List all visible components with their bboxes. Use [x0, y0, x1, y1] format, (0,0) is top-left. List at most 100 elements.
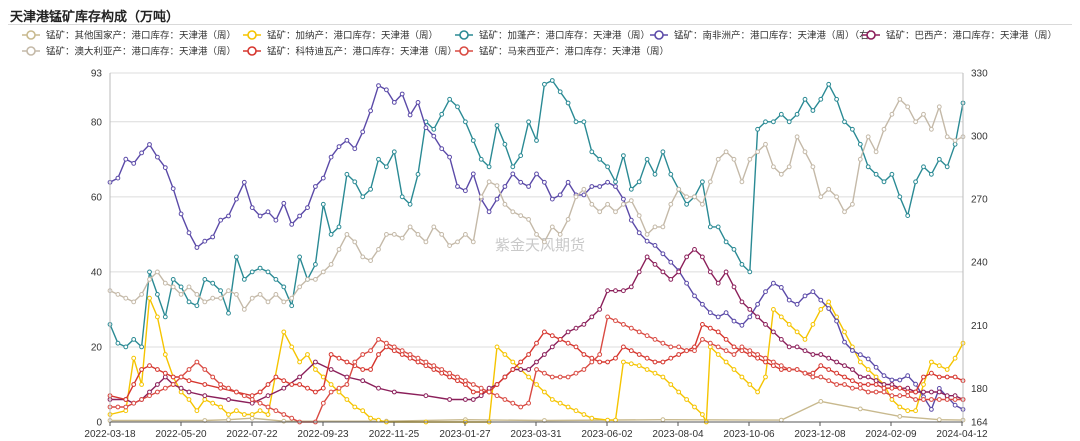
data-point: [668, 171, 674, 177]
data-point: [621, 288, 626, 294]
data-point: [731, 247, 737, 252]
data-point: [565, 179, 571, 185]
data-point: [936, 374, 942, 380]
data-point: [328, 389, 334, 395]
data-point: [755, 149, 760, 155]
data-point: [257, 400, 263, 406]
data-point: [186, 397, 192, 402]
data-point: [178, 385, 184, 391]
data-point: [289, 295, 295, 301]
data-point: [778, 314, 784, 320]
data-point: [936, 156, 942, 162]
data-point: [573, 370, 579, 376]
data-point: [581, 192, 587, 198]
data-point: [178, 211, 184, 217]
data-point: [352, 404, 358, 410]
data-point: [692, 194, 697, 200]
data-point: [929, 171, 934, 177]
data-point: [944, 393, 950, 399]
data-point: [352, 239, 358, 245]
legend-item: 锰矿：其他国家产：港口库存：天津港（周）: [22, 30, 236, 42]
data-point: [565, 100, 571, 106]
data-point: [597, 209, 603, 215]
legend-marker: [866, 30, 876, 40]
data-point: [929, 126, 934, 132]
data-point: [170, 277, 176, 282]
data-point: [628, 186, 634, 192]
series-4: [107, 247, 966, 406]
data-point: [936, 397, 942, 402]
data-point: [707, 325, 713, 331]
data-point: [557, 89, 563, 95]
data-point: [210, 295, 216, 301]
data-point: [952, 374, 958, 380]
data-point: [470, 382, 476, 387]
data-point: [549, 78, 555, 83]
data-point: [439, 367, 445, 372]
data-point: [676, 352, 682, 357]
data-point: [360, 378, 366, 384]
data-point: [313, 184, 318, 189]
data-point: [778, 337, 784, 342]
data-point: [660, 149, 666, 155]
watermark: 紫金天风期货: [495, 236, 585, 254]
data-point: [676, 344, 682, 350]
data-point: [723, 269, 729, 275]
data-point: [778, 363, 784, 369]
data-point: [573, 194, 579, 200]
data-point: [257, 389, 263, 395]
data-point: [376, 247, 381, 252]
x-tick-label: 2022-07-22: [226, 429, 278, 440]
data-point: [565, 329, 571, 335]
data-point: [281, 284, 287, 290]
data-point: [707, 269, 713, 275]
data-point: [360, 194, 366, 200]
data-point: [455, 239, 460, 245]
data-point: [534, 232, 539, 237]
data-point: [952, 355, 958, 361]
data-point: [202, 238, 208, 244]
data-point: [518, 367, 524, 372]
data-point: [644, 355, 650, 361]
data-point: [147, 277, 152, 282]
data-point: [684, 397, 689, 402]
data-point: [376, 417, 381, 423]
data-point: [818, 194, 824, 200]
data-point: [794, 344, 800, 350]
data-point: [668, 344, 674, 350]
data-point: [589, 184, 595, 189]
data-point: [929, 370, 934, 376]
chart-legend: 锰矿：其他国家产：港口库存：天津港（周） 锰矿：加纳产：港口库存：天津港（周） 锰矿…: [22, 30, 1057, 58]
data-point: [391, 344, 397, 350]
data-point: [826, 186, 832, 192]
data-point: [526, 374, 531, 380]
data-point: [368, 186, 374, 192]
data-point: [889, 111, 895, 117]
data-point: [234, 408, 239, 414]
data-point: [320, 201, 326, 207]
data-point: [771, 280, 776, 286]
data-point: [542, 179, 547, 185]
data-point: [494, 196, 500, 202]
data-point: [889, 393, 895, 399]
data-point: [778, 171, 784, 177]
x-tick-label: 2023-03-31: [510, 429, 562, 440]
data-point: [905, 393, 911, 399]
data-point: [368, 258, 374, 264]
legend-marker: [247, 30, 257, 40]
data-point: [905, 373, 911, 379]
data-point: [439, 232, 445, 237]
data-point: [652, 224, 658, 230]
data-point: [636, 363, 642, 369]
data-point: [431, 367, 437, 372]
y-left-tick-label: 40: [91, 267, 103, 278]
data-point: [842, 382, 847, 387]
data-point: [328, 367, 334, 372]
data-point: [463, 188, 468, 194]
data-point: [826, 355, 832, 361]
y-left-tick-label: 20: [91, 342, 103, 353]
data-point: [336, 385, 342, 391]
series-line: [110, 248, 964, 404]
data-point: [241, 179, 247, 185]
data-point: [897, 385, 903, 391]
